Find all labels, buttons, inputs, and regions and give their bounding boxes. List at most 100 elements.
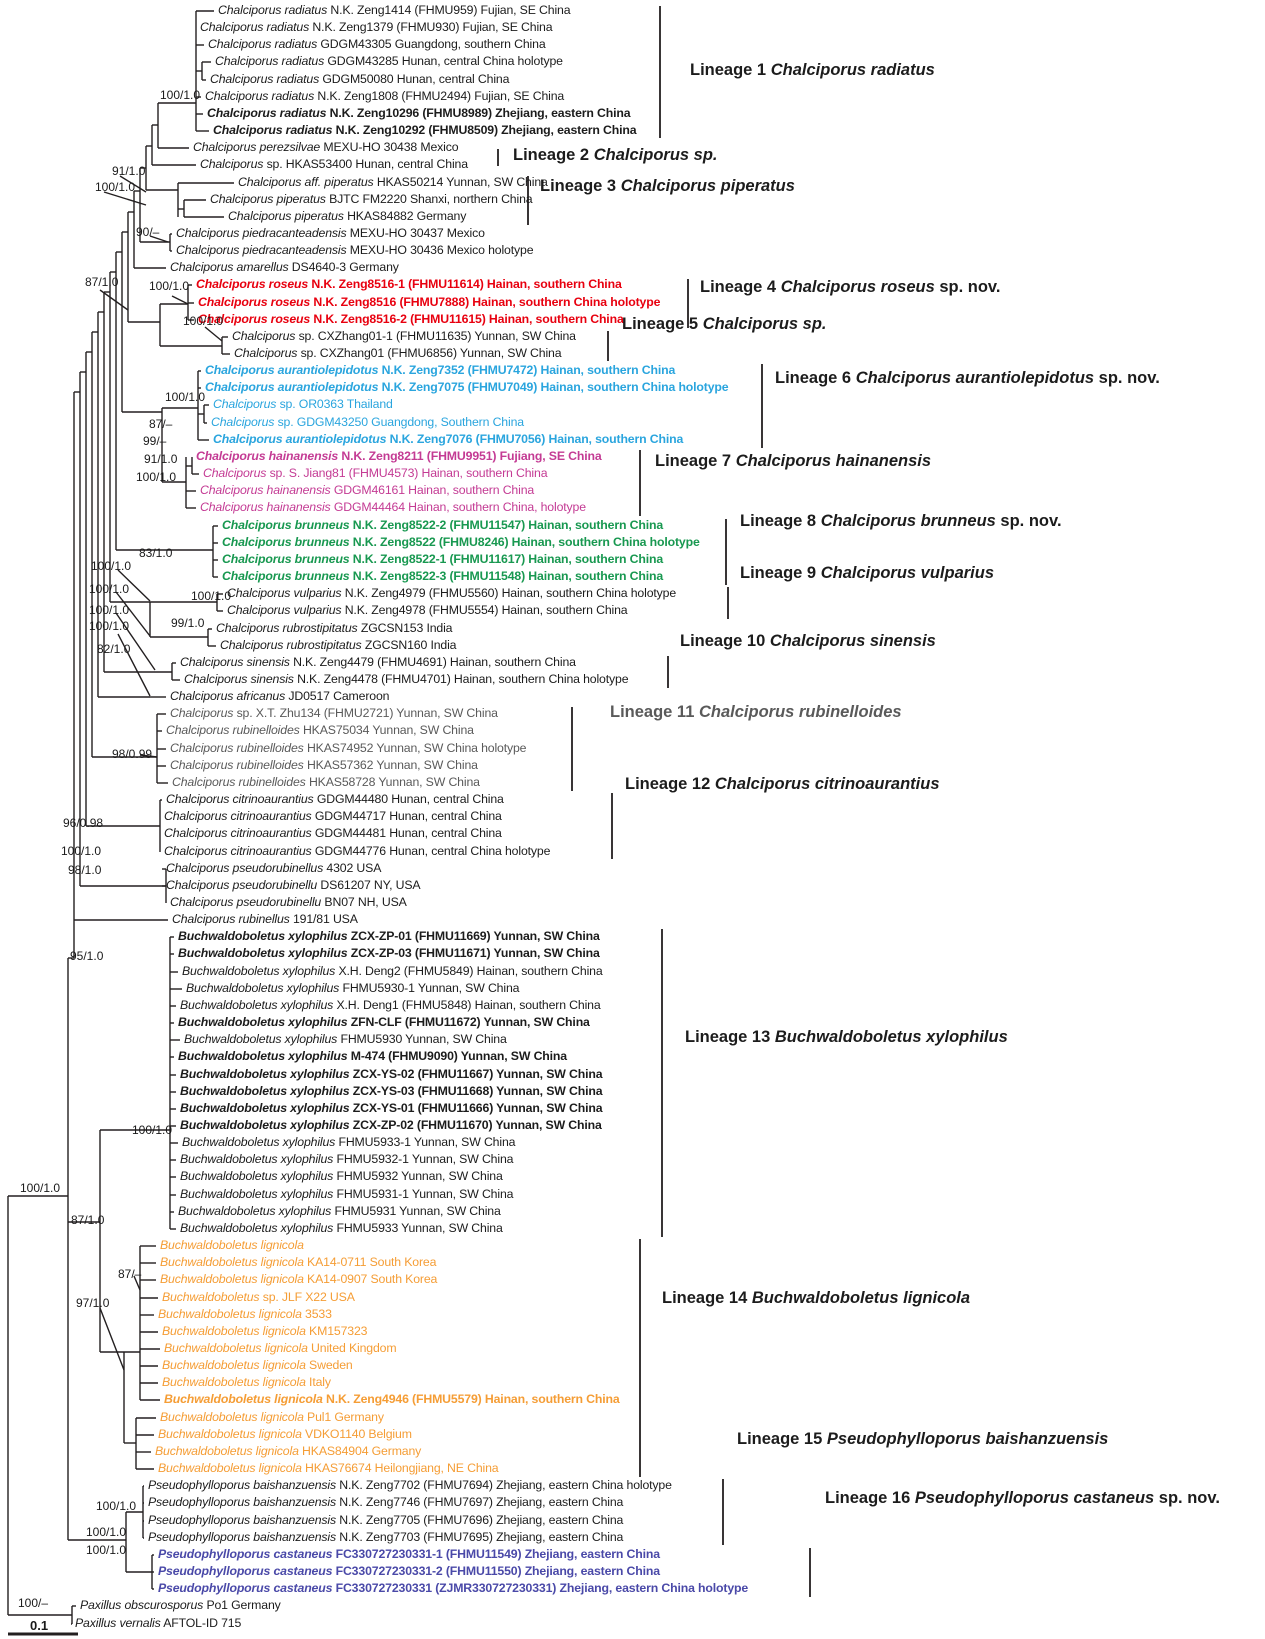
taxon-label: Buchwaldoboletus lignicola KA14-0711 Sou…: [160, 1256, 436, 1268]
taxon-label: Chalciporus roseus N.K. Zeng8516-2 (FHMU…: [198, 313, 624, 325]
taxon-label: Chalciporus pseudorubinellu DS61207 NY, …: [166, 879, 421, 891]
lineage-label: Lineage 15 Pseudophylloporus baishanzuen…: [737, 1431, 1108, 1448]
taxon-name-italic: Chalciporus rubinelloides: [172, 775, 306, 789]
taxon-voucher-locality: N.K. Zeng1379 (FHMU930) Fujian, SE China: [312, 20, 553, 34]
taxon-label: Chalciporus radiatus N.K. Zeng1414 (FHMU…: [218, 3, 571, 17]
scale-bar-label: 0.1: [30, 1618, 49, 1633]
taxon-label: Chalciporus radiatus GDGM43285 Hunan, ce…: [215, 55, 563, 67]
taxon-voucher-locality: N.K. Zeng4478 (FHMU4701) Hainan, souther…: [297, 672, 629, 686]
support-value: 99/1.0: [171, 616, 205, 630]
taxon-voucher-locality: HKAS76674 Heilongjiang, NE China: [305, 1461, 499, 1475]
taxon-label: Buchwaldoboletus lignicola VDKO1140 Belg…: [158, 1428, 412, 1440]
taxon-name-italic: Buchwaldoboletus xylophilus: [180, 1118, 350, 1132]
taxon-name-italic: Buchwaldoboletus lignicola: [162, 1358, 306, 1372]
taxon-voucher-locality: N.K. Zeng7076 (FHMU7056) Hainan, souther…: [389, 432, 684, 446]
lineage-species-name: Chalciporus vulparius: [820, 564, 995, 582]
lineage-label: Lineage 2 Chalciporus sp.: [513, 147, 718, 164]
taxon-voucher-locality: N.K. Zeng4978 (FHMU5554) Hainan, souther…: [344, 603, 628, 617]
lineage-label: Lineage 3 Chalciporus piperatus: [540, 178, 795, 195]
taxon-label: Paxillus obscurosporus Po1 Germany: [80, 1599, 281, 1611]
taxon-voucher-locality: N.K. Zeng1808 (FHMU2494) Fujian, SE Chin…: [317, 89, 565, 103]
taxon-name-italic: Buchwaldoboletus lignicola: [162, 1324, 306, 1338]
lineage-species-name: Chalciporus sp.: [593, 146, 718, 164]
taxon-name-italic: Buchwaldoboletus xylophilus: [180, 1221, 334, 1235]
taxon-label: Chalciporus pseudorubinellu BN07 NH, USA: [170, 896, 407, 908]
taxon-label: Chalciporus roseus N.K. Zeng8516-1 (FHMU…: [196, 278, 622, 290]
branch-line: [103, 191, 147, 206]
lineage-number: Lineage 16: [825, 1489, 911, 1507]
taxon-name-italic: Buchwaldoboletus lignicola: [160, 1255, 304, 1269]
support-value: 91/1.0: [144, 452, 178, 466]
taxon-label: Chalciporus brunneus N.K. Zeng8522-2 (FH…: [222, 519, 663, 531]
taxon-name-italic: Chalciporus brunneus: [222, 518, 350, 532]
taxon-voucher-locality: N.K. Zeng8516-1 (FHMU11614) Hainan, sout…: [311, 277, 622, 291]
taxon-voucher-locality: United Kingdom: [311, 1341, 397, 1355]
taxon-label: Chalciporus radiatus N.K. Zeng10296 (FHM…: [207, 107, 631, 119]
support-value: 100/1.0: [89, 619, 130, 633]
taxon-name-italic: Chalciporus rubinelloides: [166, 723, 300, 737]
taxon-voucher-locality: MEXU-HO 30436 Mexico holotype: [349, 243, 534, 257]
taxon-label: Pseudophylloporus baishanzuensis N.K. Ze…: [148, 1496, 623, 1508]
taxon-label: Buchwaldoboletus xylophilus ZCX-YS-01 (F…: [180, 1101, 603, 1115]
taxon-voucher-locality: N.K. Zeng4479 (FHMU4691) Hainan, souther…: [293, 655, 576, 669]
taxon-label: Chalciporus rubrostipitatus ZGCSN160 Ind…: [220, 638, 457, 652]
taxon-voucher-locality: N.K. Zeng10292 (FHMU8509) Zhejiang, east…: [335, 123, 637, 137]
lineage-number: Lineage 7: [655, 452, 732, 470]
taxon-voucher-locality: ZCX-YS-02 (FHMU11667) Yunnan, SW China: [352, 1067, 603, 1081]
taxon-label: Chalciporus brunneus N.K. Zeng8522 (FHMU…: [222, 536, 700, 548]
branch-line: [119, 175, 147, 193]
taxon-name-italic: Chalciporus brunneus: [222, 535, 350, 549]
taxon-name-italic: Chalciporus: [213, 397, 277, 411]
taxon-voucher-locality: FHMU5932-1 Yunnan, SW China: [336, 1152, 514, 1166]
support-value: 100/1.0: [160, 88, 201, 102]
taxon-voucher-locality: 4302 USA: [326, 861, 382, 875]
taxon-name-italic: Chalciporus rubrostipitatus: [220, 638, 362, 652]
support-value: 83/1.0: [139, 546, 173, 560]
taxon-name-italic: Chalciporus aurantiolepidotus: [205, 363, 379, 377]
taxon-voucher-locality: N.K. Zeng4946 (FHMU5579) Hainan, souther…: [326, 1392, 620, 1406]
taxon-voucher-locality: N.K. Zeng8522-1 (FHMU11617) Hainan, sout…: [352, 552, 664, 566]
lineage-number: Lineage 8: [740, 512, 817, 530]
taxon-name-italic: Chalciporus brunneus: [222, 569, 350, 583]
taxon-voucher-locality: ZCX-ZP-01 (FHMU11669) Yunnan, SW China: [350, 929, 600, 943]
support-value: 82/1.0: [97, 642, 131, 656]
taxon-label: Buchwaldoboletus xylophilus FHMU5931 Yun…: [178, 1205, 501, 1217]
taxon-voucher-locality: sp. CXZhang01-1 (FHMU11635) Yunnan, SW C…: [298, 329, 576, 343]
support-value: 98/0.99: [112, 747, 153, 761]
branch-line: [99, 289, 129, 311]
taxon-name-italic: Buchwaldoboletus xylophilus: [182, 1135, 336, 1149]
taxon-label: Chalciporus sp. OR0363 Thailand: [213, 398, 393, 410]
taxon-name-italic: Chalciporus piedracanteadensis: [176, 226, 347, 240]
taxon-voucher-locality: Pul1 Germany: [307, 1410, 384, 1424]
taxon-label: Chalciporus rubinelloides HKAS57362 Yunn…: [170, 759, 478, 771]
lineage-species-name: Chalciporus sp.: [702, 315, 827, 333]
lineage-number: Lineage 13: [685, 1028, 771, 1046]
taxon-voucher-locality: N.K. Zeng1414 (FHMU959) Fujian, SE China: [330, 3, 571, 17]
taxon-name-italic: Chalciporus radiatus: [215, 54, 325, 68]
taxon-voucher-locality: ZGCSN160 India: [364, 638, 457, 652]
lineage-species-name: Chalciporus sinensis: [769, 632, 936, 650]
taxon-voucher-locality: ZGCSN153 India: [360, 621, 453, 635]
taxon-name-italic: Chalciporus africanus: [170, 689, 286, 703]
taxon-label: Buchwaldoboletus xylophilus ZCX-YS-03 (F…: [180, 1085, 603, 1097]
lineage-species-name: Chalciporus roseus: [780, 278, 935, 296]
taxon-voucher-locality: ZCX-YS-01 (FHMU11666) Yunnan, SW China: [352, 1101, 603, 1115]
taxon-name-italic: Chalciporus: [200, 157, 264, 171]
lineage-number: Lineage 2: [513, 146, 590, 164]
lineage-number: Lineage 15: [737, 1430, 823, 1448]
taxon-name-italic: Buchwaldoboletus lignicola: [158, 1307, 302, 1321]
taxon-voucher-locality: HKAS57362 Yunnan, SW China: [306, 758, 478, 772]
support-value: 100/1.0: [183, 314, 224, 328]
taxon-voucher-locality: HKAS75034 Yunnan, SW China: [302, 723, 474, 737]
taxon-label: Pseudophylloporus castaneus FC3307272303…: [158, 1565, 660, 1577]
taxon-name-italic: Chalciporus aff. piperatus: [238, 175, 374, 189]
branch-line: [117, 633, 151, 697]
taxon-voucher-locality: N.K. Zeng8516 (FHMU7888) Hainan, souther…: [313, 295, 661, 309]
taxon-voucher-locality: HKAS58728 Yunnan, SW China: [308, 775, 480, 789]
taxon-label: Pseudophylloporus castaneus FC3307272303…: [158, 1548, 660, 1560]
taxon-name-italic: Chalciporus brunneus: [222, 552, 350, 566]
taxon-label: Buchwaldoboletus xylophilus ZCX-ZP-02 (F…: [180, 1119, 602, 1131]
lineage-number: Lineage 5: [622, 315, 699, 333]
support-value: 90/–: [136, 225, 160, 239]
